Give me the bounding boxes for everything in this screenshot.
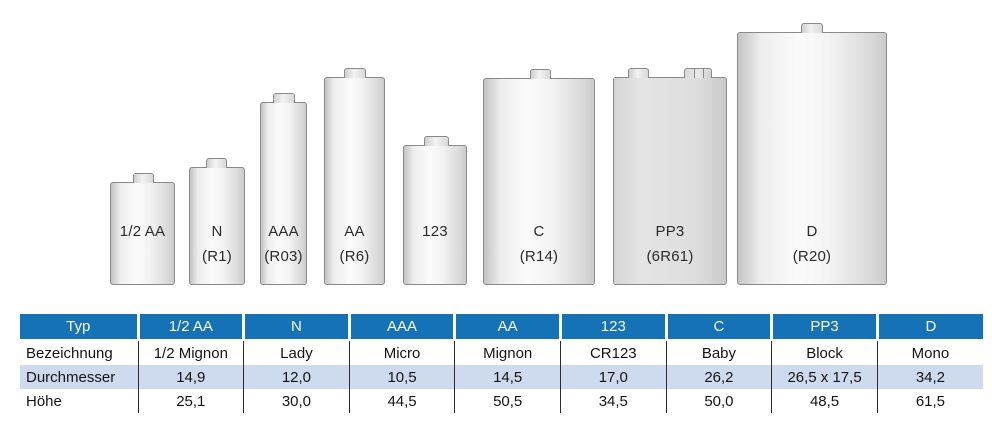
table-cell: 48,5 — [771, 389, 878, 413]
table-row: Bezeichnung 1/2 Mignon Lady Micro Mignon CR12… — [20, 340, 983, 365]
battery-terminal — [801, 23, 823, 33]
battery-terminal — [206, 158, 227, 168]
battery-half-aa: 1/2 AA — [110, 173, 175, 285]
table-header-cell: AA — [453, 314, 561, 341]
table-header-cell: PP3 — [770, 314, 878, 341]
table-cell: 44,5 — [348, 389, 455, 413]
table-cell: Baby — [665, 340, 772, 365]
table-cell: Block — [771, 340, 878, 365]
battery-label-line: 1/2 AA — [119, 223, 166, 240]
table-body: Bezeichnung 1/2 Mignon Lady Micro Mignon CR12… — [20, 340, 983, 413]
battery-d: D (R20) — [737, 23, 887, 285]
battery-label-line: (R20) — [792, 248, 832, 265]
battery-label-line: (R14) — [519, 248, 559, 265]
table-cell: CR123 — [560, 340, 667, 365]
table-header-cell: Typ — [20, 314, 138, 341]
table-cell: 50,0 — [665, 389, 772, 413]
table-header-cell: D — [875, 314, 983, 341]
battery-terminal — [530, 69, 551, 79]
table-header-cell: N — [242, 314, 350, 341]
table-header-row: Typ 1/2 AA N AAA AA 123 C PP3 D — [20, 314, 983, 341]
battery-c: C (R14) — [483, 69, 595, 285]
battery-label-line: (R6) — [339, 248, 370, 265]
battery-spec-table: Typ 1/2 AA N AAA AA 123 C PP3 D Bezeichnung 1/2 M… — [20, 314, 983, 413]
table-cell: 26,2 — [665, 365, 772, 389]
battery-label-line: C — [533, 223, 545, 240]
table-cell: 25,1 — [137, 389, 244, 413]
table-row: Durchmesser 14,9 12,0 10,5 14,5 17,0 26,2 26,5 … — [20, 365, 983, 389]
table-cell: 14,5 — [454, 365, 561, 389]
table-cell: Micro — [348, 340, 455, 365]
battery-aa: AA (R6) — [324, 68, 385, 285]
battery-123: 123 — [403, 136, 467, 285]
table-row-label: Bezeichnung — [26, 344, 113, 362]
battery-label-line: (R1) — [202, 248, 232, 265]
table-cell: 26,5 x 17,5 — [771, 365, 878, 389]
battery-aaa: AAA (R03) — [260, 93, 307, 285]
battery-label-line: AAA — [268, 223, 299, 240]
battery-terminal — [273, 93, 295, 103]
table-cell: 12,0 — [243, 365, 350, 389]
table-cell: 30,0 — [243, 389, 350, 413]
table-cell: 1/2 Mignon — [137, 340, 244, 365]
battery-label: C (R14) — [484, 219, 594, 269]
table-row-label: Höhe — [26, 392, 62, 410]
battery-label: PP3 (6R61) — [614, 219, 726, 269]
battery-label: N (R1) — [190, 219, 244, 269]
battery-terminal — [344, 68, 366, 78]
battery-label: 1/2 AA — [111, 219, 174, 244]
table-header-cell: 123 — [559, 314, 667, 341]
battery-terminal — [424, 136, 449, 146]
table-cell: 10,5 — [348, 365, 455, 389]
table-cell: Mono — [876, 340, 983, 365]
battery-label-line: PP3 — [655, 223, 685, 240]
battery-label-line: (R03) — [264, 248, 303, 265]
battery-n: N (R1) — [189, 158, 245, 285]
table-cell: 61,5 — [876, 389, 983, 413]
battery-diagram: 1/2 AA N (R1) AAA (R03) AA (R6) 123 C (R14) PP3 (6R… — [110, 23, 887, 285]
table-cell: 34,2 — [876, 365, 983, 389]
battery-label-line: (6R61) — [646, 248, 694, 265]
battery-terminal — [133, 173, 154, 183]
battery-terminal-snap — [684, 68, 712, 78]
table-header-cell: 1/2 AA — [136, 314, 244, 341]
table-cell: 34,5 — [560, 389, 667, 413]
table-header-cell: AAA — [347, 314, 455, 341]
table-cell: 17,0 — [560, 365, 667, 389]
battery-pp3: PP3 (6R61) — [613, 68, 727, 285]
table-cell: 14,9 — [137, 365, 244, 389]
battery-label-line: AA — [344, 223, 365, 240]
table-header-cell: C — [664, 314, 772, 341]
battery-label-line: 123 — [422, 223, 448, 240]
battery-terminal — [628, 68, 649, 78]
table-row-label: Durchmesser — [26, 368, 116, 386]
battery-label: AA (R6) — [325, 219, 384, 269]
table-cell: 50,5 — [454, 389, 561, 413]
table-head: Typ 1/2 AA N AAA AA 123 C PP3 D — [20, 314, 983, 341]
battery-label: AAA (R03) — [261, 219, 306, 269]
table-cell: Lady — [243, 340, 350, 365]
battery-label-line: D — [806, 223, 818, 240]
battery-label: 123 — [404, 219, 466, 244]
battery-label-line: N — [211, 223, 223, 240]
table-row: Höhe 25,1 30,0 44,5 50,5 34,5 50,0 48,5 61,5 — [20, 389, 983, 413]
table-cell: Mignon — [454, 340, 561, 365]
battery-label: D (R20) — [738, 219, 886, 269]
